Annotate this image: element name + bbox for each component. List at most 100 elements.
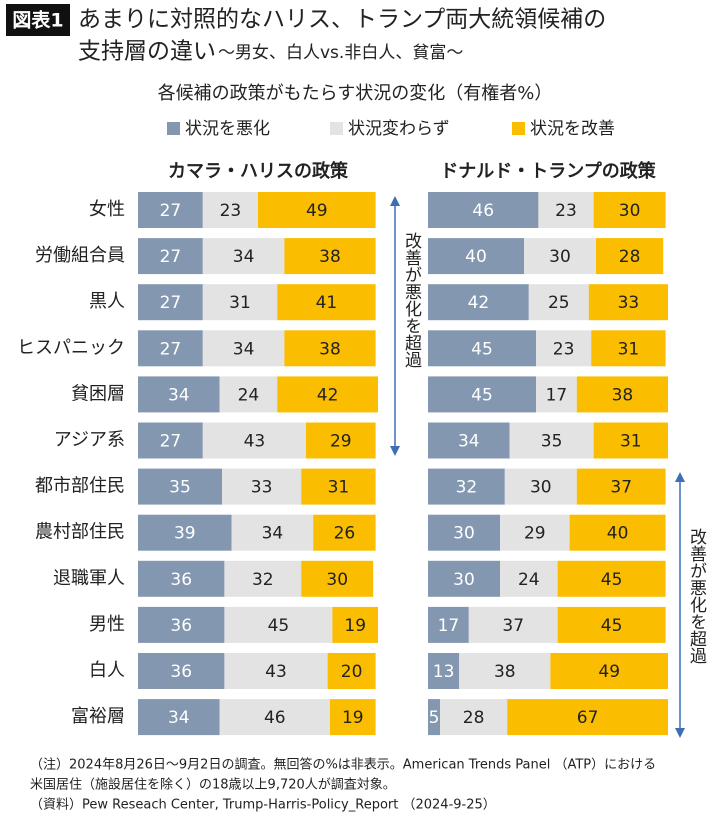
data-label: 19 (344, 616, 366, 636)
bar-segment (138, 330, 203, 367)
bar-segment (301, 468, 376, 505)
data-label: 30 (453, 524, 475, 544)
bar-segment (428, 422, 510, 459)
category-label: ヒスパニック (17, 337, 125, 358)
data-label: 38 (319, 247, 341, 267)
bar-segment (284, 330, 376, 367)
category-label: 労働組合員 (35, 245, 125, 266)
bar-segment (138, 606, 225, 643)
data-label: 32 (252, 570, 274, 590)
data-label: 42 (468, 293, 490, 313)
category-label: 白人 (89, 660, 125, 681)
data-label: 43 (244, 432, 266, 452)
bar-segment (536, 376, 577, 413)
bar-segment (500, 560, 558, 597)
bar-segment (224, 606, 333, 643)
data-label: 17 (438, 616, 460, 636)
note: （資料）Pew Reseach Center, Trump-Harris-Pol… (30, 798, 496, 813)
bar-segment (428, 468, 505, 505)
bar-segment (593, 192, 666, 228)
legend-label: 状況を悪化 (185, 119, 270, 139)
data-label: 28 (619, 247, 641, 267)
bar-segment (224, 653, 328, 689)
data-label: 34 (168, 708, 190, 728)
data-label: 13 (433, 662, 455, 682)
annotation: 改善が悪化を超過 (686, 528, 707, 664)
data-label: 37 (502, 616, 524, 636)
subtitle: 各候補の政策がもたらす状況の変化（有権者%） (158, 83, 553, 104)
bar-segment (224, 560, 302, 597)
data-label: 35 (541, 432, 563, 452)
panel-title: カマラ・ハリスの政策 (168, 160, 349, 182)
bar-segment (284, 238, 376, 275)
data-label: 36 (170, 570, 192, 590)
bar-segment (428, 699, 440, 736)
category-label: 富裕層 (71, 706, 125, 727)
bar-segment (591, 330, 666, 367)
data-label: 26 (334, 524, 356, 544)
data-label: 30 (530, 478, 552, 498)
data-label: 34 (262, 524, 284, 544)
bar-segment (222, 468, 302, 505)
bar-segment (459, 653, 551, 689)
data-label: 27 (160, 247, 182, 267)
bar-segment (231, 514, 314, 551)
bar-segment (536, 330, 592, 367)
data-label: 32 (456, 478, 478, 498)
bar-segment (202, 238, 285, 275)
bar-segment (327, 653, 376, 689)
legend-swatch (330, 122, 343, 135)
bar-segment (557, 606, 666, 643)
bar-segment (576, 376, 668, 413)
data-label: 25 (548, 293, 570, 313)
category-label: 都市部住民 (35, 476, 125, 497)
bar-segment (428, 376, 536, 413)
data-label: 46 (472, 201, 494, 221)
bar-segment (301, 560, 374, 597)
data-label: 35 (169, 478, 191, 498)
data-label: 29 (330, 432, 352, 452)
data-label: 27 (160, 432, 182, 452)
bar-segment (202, 422, 306, 459)
data-label: 37 (610, 478, 632, 498)
data-label: 49 (306, 201, 328, 221)
category-label: 男性 (89, 614, 125, 635)
annotation: 改善が悪化を超過 (401, 232, 422, 368)
bar-segment (596, 238, 664, 275)
data-label: 23 (553, 339, 575, 359)
bar-segment (330, 699, 376, 736)
category-label: 退職軍人 (53, 568, 125, 589)
bar-segment (569, 514, 666, 551)
data-label: 34 (233, 247, 255, 267)
bar-segment (219, 699, 330, 736)
data-label: 49 (598, 662, 620, 682)
data-label: 36 (170, 616, 192, 636)
data-label: 40 (607, 524, 629, 544)
bar-segment (557, 560, 666, 597)
data-label: 5 (429, 708, 440, 728)
note: （注）2024年8月26日〜9月2日の調査。無回答の%は非表示。American… (30, 757, 656, 773)
bar-segment (277, 284, 376, 321)
bar-segment (428, 284, 529, 321)
data-label: 29 (524, 524, 546, 544)
data-label: 33 (251, 478, 273, 498)
category-label: 女性 (89, 199, 125, 220)
data-label: 43 (265, 662, 287, 682)
bar-segment (332, 606, 378, 643)
category-label: 黒人 (89, 291, 125, 312)
bar-segment (428, 560, 500, 597)
data-label: 31 (229, 293, 251, 313)
bar-segment (593, 422, 668, 459)
bar-segment (509, 422, 594, 459)
data-label: 30 (326, 570, 348, 590)
data-label: 17 (546, 385, 568, 405)
bar-segment (313, 514, 376, 551)
bar-segment (428, 330, 536, 367)
data-label: 31 (620, 432, 642, 452)
bar-segment (202, 330, 285, 367)
data-label: 38 (612, 385, 634, 405)
data-label: 38 (494, 662, 516, 682)
data-label: 23 (220, 201, 242, 221)
data-label: 36 (170, 662, 192, 682)
data-label: 23 (555, 201, 577, 221)
